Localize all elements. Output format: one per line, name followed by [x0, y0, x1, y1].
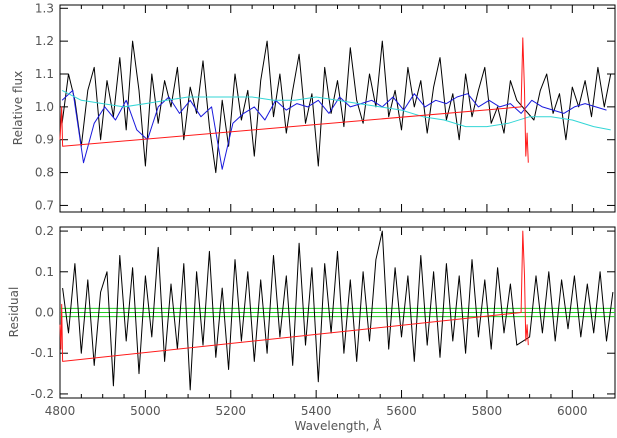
- y-tick-label: 0.9: [35, 133, 54, 147]
- flux-series-line: [59, 37, 529, 163]
- residual-series-group: [59, 230, 615, 391]
- flux-series-line: [61, 89, 607, 170]
- y-tick-label: 0.1: [35, 265, 54, 279]
- flux-plot-frame: [59, 4, 616, 213]
- residual-series-line: [62, 230, 614, 391]
- y-tick-label: 0.2: [35, 224, 54, 238]
- flux-axis-ticks: 0.7 0.8 0.9 1.0 1.1 1.2 1.3: [35, 1, 615, 212]
- x-tick-label: 6000: [557, 404, 588, 418]
- x-tick-label: 5400: [301, 404, 332, 418]
- flux-y-axis-label: Relative flux: [11, 71, 25, 145]
- y-tick-label: 1.0: [35, 100, 54, 114]
- y-tick-label: 0.8: [35, 166, 54, 180]
- flux-series-line: [61, 89, 611, 131]
- y-tick-label: 1.2: [35, 34, 54, 48]
- y-tick-label: 1.1: [35, 67, 54, 81]
- x-tick-label: 5000: [130, 404, 161, 418]
- flux-series-line: [61, 40, 612, 174]
- residual-y-axis-label: Residual: [7, 287, 21, 338]
- x-tick-label: 5200: [215, 404, 246, 418]
- flux-series-group: [59, 37, 612, 174]
- y-tick-label: -0.1: [31, 346, 54, 360]
- residual-panel: 4800 5000 5200 5400 5600 5800 6000 -0.2 -0.1 0.0 0…: [7, 224, 616, 433]
- residual-axis-ticks: 4800 5000 5200 5400 5600 5800 6000 -0.2 -0.1 0.0 0…: [31, 224, 615, 418]
- y-tick-label: 1.3: [35, 1, 54, 15]
- residual-series-line: [59, 230, 529, 362]
- y-tick-label: 0.7: [35, 198, 54, 212]
- y-tick-label: -0.2: [31, 387, 54, 401]
- wavelength-x-axis-label: Wavelength, Å: [294, 418, 382, 433]
- x-tick-label: 5800: [472, 404, 503, 418]
- y-tick-label: 0.0: [35, 306, 54, 320]
- x-tick-label: 4800: [45, 404, 76, 418]
- flux-panel: 0.7 0.8 0.9 1.0 1.1 1.2 1.3 Relative flux: [11, 1, 616, 213]
- x-tick-label: 5600: [386, 404, 417, 418]
